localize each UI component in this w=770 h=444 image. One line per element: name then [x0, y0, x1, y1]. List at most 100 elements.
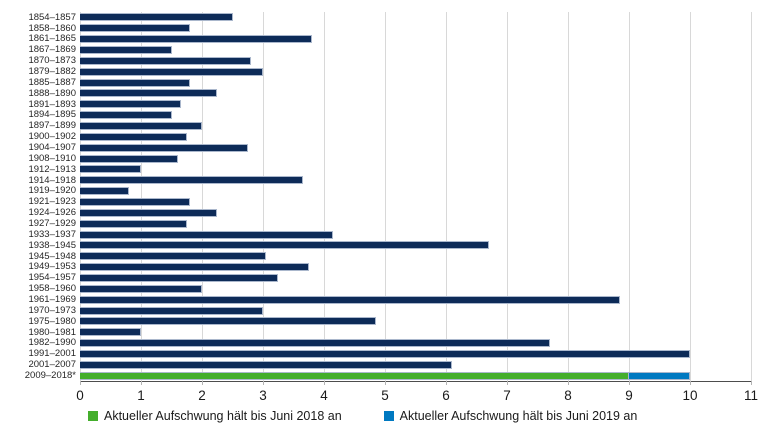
gridline [324, 12, 325, 381]
chart-row: 1924–1926 [28, 207, 751, 218]
y-axis-label: 1897–1899 [28, 120, 76, 132]
chart-row: 1885–1887 [28, 77, 751, 88]
gridline [385, 12, 386, 381]
bar [80, 252, 267, 261]
chart-row: 1912–1913 [28, 164, 751, 175]
y-axis-label: 1891–1893 [28, 98, 76, 110]
bar [80, 89, 218, 98]
bar [80, 67, 263, 76]
y-axis-label: 1958–1960 [28, 283, 76, 295]
x-axis-tick [568, 381, 569, 385]
bar [80, 360, 453, 369]
chart-row: 1980–1981 [28, 327, 751, 338]
y-axis-label: 1991–2001 [28, 348, 76, 360]
y-axis-label: 1894–1895 [28, 109, 76, 121]
y-axis-label: 1888–1890 [28, 87, 76, 99]
y-axis-label: 1908–1910 [28, 152, 76, 164]
gridline [568, 12, 569, 381]
bar [80, 111, 172, 120]
y-axis-label: 1858–1860 [28, 22, 76, 34]
bar [80, 132, 187, 141]
bar [80, 198, 190, 207]
chart-row: 1958–1960 [28, 283, 751, 294]
y-axis-label: 1919–1920 [28, 185, 76, 197]
x-axis-tick [202, 381, 203, 385]
x-axis-tick-label: 5 [381, 388, 389, 403]
x-axis-tick [385, 381, 386, 385]
y-axis-label: 1954–1957 [28, 272, 76, 284]
y-axis-label: 1945–1948 [28, 250, 76, 262]
plot-area: 1854–1857 1858–1860 1861–1865 1867–1869 1870… [25, 12, 752, 385]
x-axis-tick-label: 1 [137, 388, 145, 403]
chart-row: 1900–1902 [28, 131, 751, 142]
x-axis-tick-label: 7 [503, 388, 511, 403]
bar [80, 78, 190, 87]
y-axis-label: 1949–1953 [28, 261, 76, 273]
chart-row: 1949–1953 [28, 262, 751, 273]
chart-row: 1982–1990 [28, 338, 751, 349]
x-axis-tick [324, 381, 325, 385]
bar [80, 13, 233, 22]
y-axis-label: 1970–1973 [28, 304, 76, 316]
chart-row: 1991–2001 [28, 349, 751, 360]
x-axis-tick-label: 11 [743, 388, 759, 403]
y-axis-label: 1867–1869 [28, 44, 76, 56]
bar [80, 24, 190, 33]
bar [80, 208, 218, 217]
chart-row: 1858–1860 [28, 23, 751, 34]
chart-row: 1879–1882 [28, 66, 751, 77]
y-axis-label: 1961–1969 [28, 294, 76, 306]
chart-row: 2009–2018* [25, 370, 751, 381]
bar-current-upswing-2018 [80, 371, 629, 380]
chart-row: 1870–1873 [28, 55, 751, 66]
x-axis-tick [446, 381, 447, 385]
x-axis-tick-label: 4 [320, 388, 328, 403]
legend-item: Aktueller Aufschwung hält bis Juni 2018 … [88, 409, 342, 423]
y-axis-label: 1854–1857 [28, 11, 76, 23]
x-axis-tick [690, 381, 691, 385]
chart-row: 1861–1865 [28, 34, 751, 45]
bar [80, 165, 141, 174]
chart-row: 1954–1957 [28, 273, 751, 284]
gridline [629, 12, 630, 381]
chart-row: 2001–2007 [28, 360, 751, 371]
x-axis-tick-label: 8 [564, 388, 572, 403]
bar [80, 295, 620, 304]
bar [80, 122, 202, 131]
bar [80, 56, 251, 65]
gridline [80, 12, 81, 381]
y-axis-label: 1879–1882 [28, 65, 76, 77]
x-axis-tick [507, 381, 508, 385]
bar [80, 263, 309, 272]
bar [80, 317, 376, 326]
chart-row: 1897–1899 [28, 121, 751, 132]
bar [80, 46, 172, 54]
bar [80, 274, 279, 283]
y-axis-label: 2001–2007 [28, 359, 76, 371]
bar [80, 176, 303, 185]
bar [80, 328, 141, 337]
y-axis-label: 1904–1907 [28, 141, 76, 153]
x-axis-tick-label: 10 [682, 388, 698, 403]
legend-swatch-icon [383, 411, 394, 421]
bar [80, 241, 489, 250]
y-axis-label: 1921–1923 [28, 196, 76, 208]
x-axis-tick-label: 2 [198, 388, 206, 403]
gridline [202, 12, 203, 381]
bar [80, 219, 187, 228]
x-axis-tick [629, 381, 630, 385]
bar [80, 284, 202, 293]
bar [80, 35, 312, 44]
chart-row: 1894–1895 [28, 110, 751, 121]
chart-row: 1891–1893 [28, 99, 751, 110]
y-axis-label: 1912–1913 [28, 163, 76, 175]
x-axis-tick-label: 3 [259, 388, 267, 403]
bar [80, 143, 248, 152]
chart-row: 1970–1973 [28, 305, 751, 316]
bar [80, 154, 178, 163]
y-axis-label: 1975–1980 [28, 315, 76, 327]
chart-row: 1927–1929 [28, 218, 751, 229]
y-axis-label: 1861–1865 [28, 33, 76, 45]
y-axis-label: 2009–2018* [24, 370, 76, 382]
